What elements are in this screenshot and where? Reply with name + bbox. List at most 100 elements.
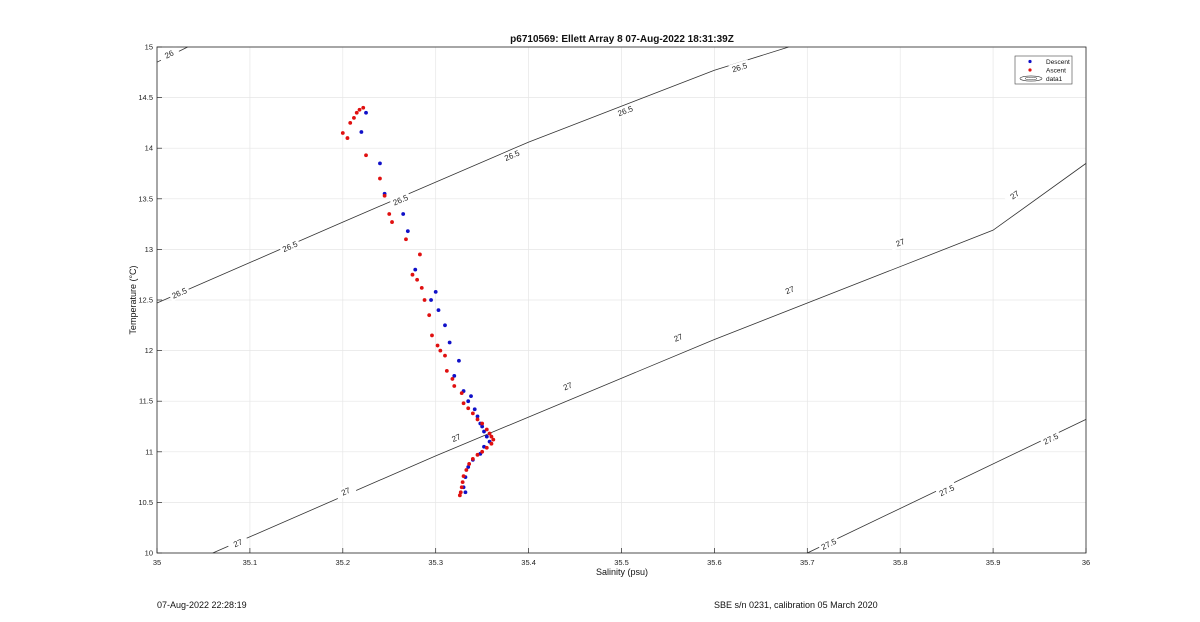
legend-ascent-label: Ascent: [1046, 68, 1066, 75]
legend-descent-label: Descent: [1046, 59, 1070, 66]
x-tick-label: 35.6: [707, 558, 722, 567]
contour-label-bg: [889, 234, 912, 251]
ascent-point: [450, 377, 455, 381]
descent-point: [405, 229, 410, 234]
ascent-point: [444, 368, 449, 373]
ascent-point: [452, 384, 457, 388]
contour-label: 27: [340, 486, 352, 498]
ascent-point: [480, 421, 485, 426]
contour-label-bg: [226, 534, 249, 552]
ascent-point: [466, 406, 471, 411]
contour-label-bg: [334, 482, 357, 500]
ascent-point: [484, 445, 489, 450]
data-points: [340, 105, 496, 498]
ascent-point: [418, 252, 422, 257]
descent-point: [433, 290, 438, 294]
x-tick-label: 35.1: [243, 558, 258, 567]
legend-contour-icon: [1019, 75, 1043, 82]
descent-point: [480, 424, 485, 429]
ascent-point: [470, 411, 475, 416]
ascent-point: [354, 110, 359, 115]
descent-point: [475, 414, 480, 419]
ascent-point: [460, 480, 465, 485]
descent-point: [482, 429, 486, 434]
y-tick-label: 12: [145, 346, 153, 355]
y-tick-label: 10.5: [138, 498, 153, 507]
contour-label-bg: [1039, 429, 1062, 448]
x-tick-label: 35.7: [800, 558, 815, 567]
x-tick-label: 36: [1082, 558, 1090, 567]
ascent-point: [390, 220, 394, 224]
contour-line-26.5: [156, 46, 789, 304]
ascent-point: [348, 121, 353, 125]
ascent-point: [419, 285, 424, 290]
contour-label-bg: [935, 481, 958, 500]
descent-point: [466, 399, 471, 404]
descent-point: [466, 465, 471, 469]
legend-descent-marker: [1028, 59, 1032, 64]
y-tick-label: 10: [145, 549, 153, 558]
contour-label-bg: [157, 45, 181, 64]
ascent-point: [457, 493, 462, 498]
footer-timestamp: 07-Aug-2022 22:28:19: [157, 600, 247, 610]
ascent-point: [459, 485, 464, 490]
ascent-point: [489, 434, 494, 439]
ascent-point: [361, 105, 366, 110]
ascent-point: [443, 353, 447, 358]
contour-label: 27: [232, 537, 244, 549]
x-tick-label: 35.3: [428, 558, 443, 567]
legend[interactable]: Descent Ascent data1: [1014, 55, 1073, 85]
x-tick-label: 35.2: [335, 558, 350, 567]
contour-label-bg: [278, 237, 302, 255]
contour-label: 27: [450, 432, 462, 444]
legend-contour-icon-inner: [1024, 76, 1038, 81]
legend-box: [1014, 55, 1073, 85]
ascent-point: [427, 313, 432, 318]
contour-label-bg: [1003, 184, 1026, 205]
ascent-point: [404, 237, 408, 242]
y-tick-label: 13: [145, 245, 153, 254]
contour-label: 27: [562, 380, 574, 392]
ascent-point: [410, 272, 415, 277]
contour-label: 27: [895, 237, 907, 249]
contour-label: 26: [163, 48, 175, 60]
chart-title: p6710569: Ellett Array 8 07-Aug-2022 18:…: [510, 34, 734, 45]
ascent-point: [382, 193, 387, 198]
ascent-point: [345, 136, 350, 140]
descent-point: [443, 323, 447, 328]
descent-point: [463, 490, 468, 495]
ascent-point: [467, 462, 472, 466]
descent-point: [457, 358, 461, 363]
descent-point: [452, 374, 457, 378]
legend-ascent-marker: [1028, 68, 1032, 72]
x-tick-label: 35.8: [893, 558, 908, 567]
descent-point: [447, 340, 452, 345]
contour-label-bg: [778, 281, 801, 299]
ascent-point: [422, 298, 427, 302]
ascent-point: [352, 115, 356, 120]
descent-point: [484, 434, 489, 439]
contour-label-bg: [556, 377, 579, 395]
axis-ticks: 35 35.1 35.2 35.3 35.4 35.5 35.6 35.7 35.8 35.9 36…: [138, 43, 1090, 568]
x-tick-label: 35.9: [986, 558, 1001, 567]
y-tick-label: 13.5: [138, 194, 153, 203]
contour-label-bg: [389, 191, 412, 209]
ascent-point: [357, 107, 362, 112]
x-axis-label: Salinity (psu): [596, 567, 648, 577]
ascent-point: [415, 277, 420, 282]
y-tick-label: 14.5: [138, 93, 153, 102]
descent-point: [401, 212, 406, 216]
descent-point: [436, 308, 441, 313]
ascent-point: [458, 490, 463, 495]
y-axis-label: Temperature (°C): [128, 265, 138, 334]
y-tick-label: 12.5: [138, 296, 153, 305]
ascent-point: [475, 417, 480, 422]
ascent-point: [484, 427, 489, 432]
ascent-point: [387, 212, 392, 216]
y-tick-label: 11: [145, 447, 153, 456]
contour-label-bg: [614, 102, 637, 120]
ascent-point: [464, 468, 469, 472]
contour-line-27: [212, 163, 1087, 554]
contour-label-bg: [667, 328, 690, 346]
